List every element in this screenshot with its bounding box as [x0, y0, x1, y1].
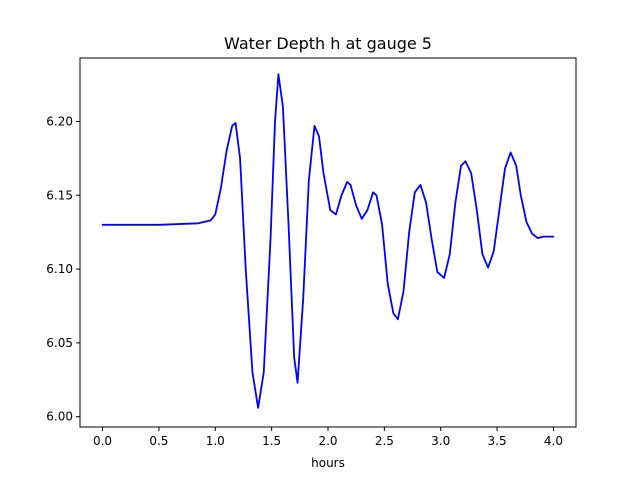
axes: 0.0 0.5 1.0 1.5 2.0 2.5 3.0 3.5 4.0 6.00 6.05 6.10 6…	[46, 57, 577, 448]
y-tick-label: 6.10	[46, 262, 73, 276]
x-tick-label: 2.5	[375, 434, 394, 448]
y-tick-label: 6.05	[46, 336, 73, 350]
x-tick-label: 4.0	[544, 434, 563, 448]
plot-area	[101, 73, 555, 409]
x-tick-label: 0.5	[149, 434, 168, 448]
x-axis-label: hours	[311, 456, 345, 470]
x-tick-label: 1.5	[262, 434, 281, 448]
x-tick-label: 0.0	[93, 434, 112, 448]
x-tick-label: 3.0	[431, 434, 450, 448]
y-tick-label: 6.20	[46, 114, 73, 128]
chart-title: Water Depth h at gauge 5	[224, 34, 432, 53]
y-tick-label: 6.15	[46, 188, 73, 202]
series-line-0	[101, 73, 555, 409]
y-tick-label: 6.00	[46, 410, 73, 424]
x-tick-label: 1.0	[206, 434, 225, 448]
x-tick-label: 2.0	[318, 434, 337, 448]
x-tick-label: 3.5	[488, 434, 507, 448]
